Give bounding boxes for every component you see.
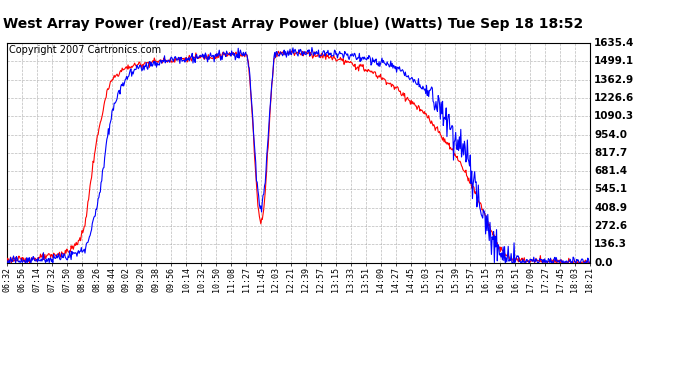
Text: 1635.4: 1635.4	[594, 38, 635, 48]
Text: Copyright 2007 Cartronics.com: Copyright 2007 Cartronics.com	[9, 45, 161, 55]
Text: 0.0: 0.0	[594, 258, 613, 267]
Text: 136.3: 136.3	[594, 239, 627, 249]
Text: 1499.1: 1499.1	[594, 56, 634, 66]
Text: 1226.6: 1226.6	[594, 93, 634, 103]
Text: 1090.3: 1090.3	[594, 111, 634, 121]
Text: 817.7: 817.7	[594, 148, 627, 158]
Text: 1362.9: 1362.9	[594, 75, 634, 85]
Text: 408.9: 408.9	[594, 202, 627, 213]
Text: 954.0: 954.0	[594, 129, 627, 140]
Text: 272.6: 272.6	[594, 221, 627, 231]
Text: 681.4: 681.4	[594, 166, 627, 176]
Text: West Array Power (red)/East Array Power (blue) (Watts) Tue Sep 18 18:52: West Array Power (red)/East Array Power …	[3, 17, 583, 31]
Text: 545.1: 545.1	[594, 184, 627, 194]
